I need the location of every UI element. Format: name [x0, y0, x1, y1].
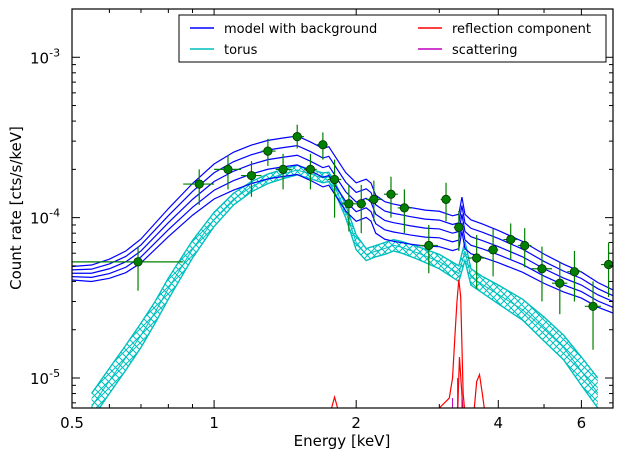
data-point: [366, 180, 382, 222]
data-marker: [569, 267, 580, 277]
data-point: [600, 242, 613, 297]
data-marker: [386, 189, 396, 199]
legend: model with background reflection componen…: [178, 14, 607, 63]
x-tick-label: 0.5: [60, 414, 84, 432]
data-point: [183, 169, 215, 205]
torus-upper: [90, 164, 599, 394]
data-marker: [246, 170, 257, 181]
data-marker: [588, 301, 598, 311]
y-axis-label: Count rate [cts/s/keV]: [7, 126, 25, 290]
data-marker: [537, 264, 547, 274]
data-point: [72, 246, 184, 291]
reflection-line-0: [330, 394, 339, 408]
scattering-series: [452, 377, 463, 408]
data-marker: [424, 240, 434, 251]
data-marker: [356, 199, 366, 209]
tick-labels: 0.5 1 2 4 6 10-5 10-4 10-3: [30, 46, 586, 432]
data-point: [440, 182, 452, 222]
data-marker: [344, 199, 354, 209]
legend-box: [178, 14, 607, 63]
data-point: [584, 281, 601, 350]
legend-label: scattering: [452, 43, 518, 58]
data-point: [419, 224, 438, 274]
data-marker: [223, 164, 233, 174]
data-point: [303, 153, 317, 190]
data-marker: [603, 259, 613, 270]
data-marker: [555, 278, 565, 288]
data-point: [467, 234, 486, 289]
x-tick-label: 1: [209, 414, 219, 432]
data-point: [261, 138, 276, 166]
data-marker: [441, 194, 451, 204]
x-tick-label: 4: [494, 414, 504, 432]
data-point: [341, 184, 356, 232]
legend-entry: model with background: [190, 22, 377, 37]
reflection-line-1: [438, 279, 466, 408]
data-marker: [194, 179, 204, 189]
x-tick-label: 2: [351, 414, 361, 432]
data-point: [397, 189, 412, 234]
data-marker: [278, 164, 288, 174]
data-point: [531, 246, 553, 302]
data-points: [72, 124, 613, 350]
data-point: [503, 223, 518, 260]
legend-entry: torus: [190, 43, 258, 58]
plot-frame: [71, 8, 614, 409]
model-line-1: [72, 164, 613, 308]
data-marker: [329, 174, 340, 185]
model-line-3: [72, 144, 613, 297]
data-point: [453, 210, 464, 251]
data-point: [316, 132, 328, 160]
data-marker: [520, 240, 530, 251]
data-marker: [369, 194, 379, 204]
data-point: [327, 159, 342, 218]
data-marker: [454, 222, 464, 232]
data-marker: [318, 140, 328, 150]
torus-series: [90, 164, 599, 408]
data-marker: [305, 164, 316, 174]
data-point: [275, 153, 292, 190]
data-point: [567, 250, 582, 302]
y-tick-label: 10-5: [30, 367, 60, 388]
plot-area: [72, 124, 613, 408]
model-series: [72, 135, 613, 314]
data-marker: [133, 257, 143, 267]
data-point: [240, 161, 262, 197]
data-marker: [488, 245, 498, 255]
data-point: [517, 228, 532, 268]
y-tick-label: 10-4: [30, 207, 60, 228]
data-marker: [399, 203, 409, 213]
y-tick-label: 10-3: [30, 46, 60, 67]
torus-lower: [98, 174, 599, 408]
data-marker: [292, 132, 302, 142]
legend-label: model with background: [224, 22, 377, 37]
data-point: [487, 228, 499, 277]
torus-mid: [91, 169, 599, 407]
data-point: [214, 155, 241, 190]
data-point: [383, 176, 398, 218]
model-line-4: [72, 135, 613, 291]
data-marker: [263, 146, 273, 156]
model-line-0: [72, 173, 613, 314]
legend-entry: scattering: [418, 43, 518, 58]
data-marker: [472, 253, 482, 263]
legend-label: torus: [224, 43, 258, 58]
data-marker: [506, 234, 516, 245]
data-point: [355, 184, 367, 234]
legend-entry: reflection component: [418, 22, 591, 37]
legend-label: reflection component: [452, 22, 591, 37]
data-point: [291, 124, 304, 149]
legend-entries: model with background reflection componen…: [190, 22, 591, 58]
x-tick-label: 6: [577, 414, 587, 432]
reflection-line-3: [473, 372, 485, 408]
reflection-series: [330, 279, 485, 408]
data-point: [552, 261, 568, 315]
x-axis-label: Energy [keV]: [294, 432, 391, 450]
